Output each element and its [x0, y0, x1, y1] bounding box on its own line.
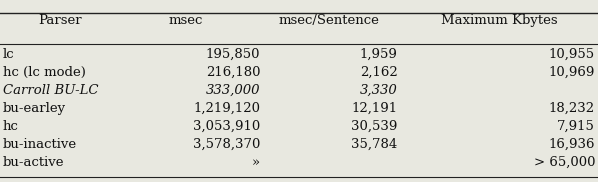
Text: > 65,000: > 65,000 — [533, 156, 595, 169]
Text: 10,969: 10,969 — [548, 66, 595, 79]
Text: »: » — [252, 156, 260, 169]
Text: 3,578,370: 3,578,370 — [193, 138, 260, 151]
Text: 1,959: 1,959 — [360, 48, 398, 61]
Text: 195,850: 195,850 — [206, 48, 260, 61]
Text: 18,232: 18,232 — [549, 102, 595, 115]
Text: 7,915: 7,915 — [557, 120, 595, 133]
Text: 16,936: 16,936 — [548, 138, 595, 151]
Text: 3,053,910: 3,053,910 — [193, 120, 260, 133]
Text: msec/Sentence: msec/Sentence — [279, 13, 379, 27]
Text: bu-active: bu-active — [3, 156, 65, 169]
Text: 12,191: 12,191 — [352, 102, 398, 115]
Text: 10,955: 10,955 — [549, 48, 595, 61]
Text: bu-inactive: bu-inactive — [3, 138, 77, 151]
Text: Carroll BU-LC: Carroll BU-LC — [3, 84, 99, 97]
Text: 333,000: 333,000 — [206, 84, 260, 97]
Text: 2,162: 2,162 — [360, 66, 398, 79]
Text: msec: msec — [168, 13, 203, 27]
Text: 35,784: 35,784 — [352, 138, 398, 151]
Text: hc (lc mode): hc (lc mode) — [3, 66, 86, 79]
Text: 216,180: 216,180 — [206, 66, 260, 79]
Text: 3,330: 3,330 — [360, 84, 398, 97]
Text: lc: lc — [3, 48, 14, 61]
Text: Parser: Parser — [38, 13, 81, 27]
Text: 30,539: 30,539 — [351, 120, 398, 133]
Text: hc: hc — [3, 120, 19, 133]
Text: bu-earley: bu-earley — [3, 102, 66, 115]
Text: 1,219,120: 1,219,120 — [193, 102, 260, 115]
Text: Maximum Kbytes: Maximum Kbytes — [441, 13, 558, 27]
